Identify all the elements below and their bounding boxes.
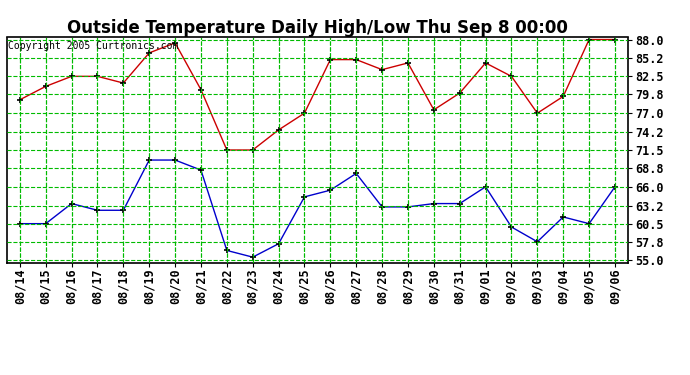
Title: Outside Temperature Daily High/Low Thu Sep 8 00:00: Outside Temperature Daily High/Low Thu S… bbox=[67, 20, 568, 38]
Text: Copyright 2005 Curtronics.com: Copyright 2005 Curtronics.com bbox=[8, 41, 179, 51]
